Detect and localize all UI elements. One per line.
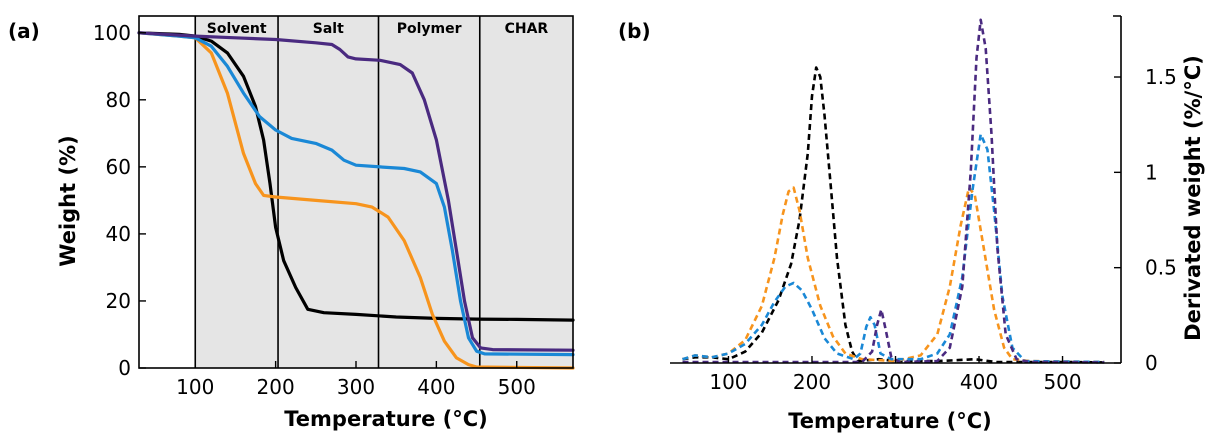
y-tick-label: 1 <box>1145 160 1158 184</box>
series-line <box>137 31 575 352</box>
series-group <box>682 18 1105 364</box>
series-line <box>682 66 1105 364</box>
chart-b: 100 200 300 400 500 0 0.5 1 1.5 (b) Temperature… <box>618 15 1205 433</box>
panel-label: (a) <box>8 19 40 43</box>
panel-label: (b) <box>618 19 651 43</box>
y-axis-label: Weight (%) <box>56 135 80 266</box>
x-tick-label: 500 <box>498 375 536 399</box>
x-axis-ticks: 100 200 300 400 500 <box>176 361 536 399</box>
y-tick-label: 0 <box>1145 351 1158 375</box>
region-label: Salt <box>313 21 344 37</box>
x-axis-label: Temperature (°C) <box>284 407 487 431</box>
x-tick-label: 300 <box>876 370 914 394</box>
y-tick-label: 80 <box>106 88 131 112</box>
series-line <box>137 31 575 357</box>
y-axis-ticks: 0 0.5 1 1.5 <box>1114 65 1177 375</box>
y-tick-label: 0.5 <box>1145 256 1177 280</box>
region-band <box>479 16 573 368</box>
series-group <box>137 31 575 370</box>
region-label: CHAR <box>505 21 549 37</box>
x-tick-label: 400 <box>960 370 998 394</box>
series-line <box>682 18 1105 364</box>
region-band <box>195 16 279 368</box>
y-tick-label: 100 <box>93 21 131 45</box>
x-tick-label: 100 <box>709 370 747 394</box>
x-tick-label: 200 <box>793 370 831 394</box>
x-tick-label: 500 <box>1043 370 1081 394</box>
x-tick-label: 200 <box>257 375 295 399</box>
x-axis-label: Temperature (°C) <box>788 409 991 433</box>
region-label: Polymer <box>397 21 462 37</box>
x-axis-ticks: 100 200 300 400 500 <box>709 356 1082 394</box>
y-tick-label: 60 <box>106 155 131 179</box>
x-tick-label: 400 <box>417 375 455 399</box>
series-line <box>137 31 575 370</box>
y-tick-label: 1.5 <box>1145 65 1177 89</box>
x-tick-label: 300 <box>337 375 375 399</box>
series-line <box>137 31 575 322</box>
y-axis-label: Derivated weight (%/°C) <box>1181 55 1205 341</box>
axis-lines <box>670 15 1122 364</box>
series-line <box>682 186 1105 364</box>
region-label: Solvent <box>207 21 267 37</box>
chart-a: Solvent Salt Polymer CHAR 100 200 300 400 500 0… <box>8 15 575 431</box>
y-axis-ticks: 0 20 40 60 80 100 <box>93 21 146 380</box>
y-tick-label: 20 <box>106 289 131 313</box>
x-tick-label: 100 <box>176 375 214 399</box>
y-tick-label: 40 <box>106 222 131 246</box>
y-tick-label: 0 <box>118 356 131 380</box>
series-line <box>682 132 1105 364</box>
region-band <box>278 16 379 368</box>
